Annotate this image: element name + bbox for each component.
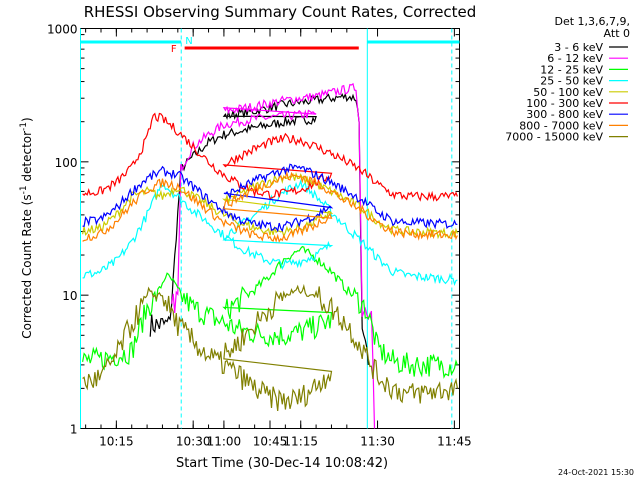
svg-text:Corrected Count Rate (s-1 dete: Corrected Count Rate (s-1 detector-1): [19, 117, 34, 338]
axis-ticks: 10:15 10:30 10:45 11:00 11:15 11:30 11:45 1 10 10…: [47, 23, 472, 449]
series-line-1: [171, 82, 376, 429]
flare-flag-label: F: [171, 44, 177, 55]
legend-label-2: 12 - 25 keV: [540, 63, 603, 76]
x-tick-label: 10:15: [99, 435, 134, 449]
y-axis-label: Corrected Count Rate (s-1 detector-1): [19, 117, 34, 338]
y-label-sup2: -1: [19, 122, 29, 131]
legend-header-2: Att 0: [604, 27, 630, 40]
y-label-end: ): [20, 117, 34, 122]
series-lines: [82, 82, 458, 429]
y-tick-label: 1000: [47, 23, 78, 37]
y-label-sup1: -1: [19, 185, 29, 194]
series-line-4: [82, 171, 458, 240]
legend-label-1: 6 - 12 keV: [547, 52, 603, 65]
x-tick-label: 10:30: [176, 435, 211, 449]
legend-label-6: 300 - 800 keV: [526, 108, 603, 121]
legend-label-0: 3 - 6 keV: [554, 41, 603, 54]
legend-label-3: 25 - 50 keV: [540, 75, 603, 88]
x-tick-label: 11:30: [360, 435, 395, 449]
x-tick-label: 11:45: [437, 435, 472, 449]
series-line-6: [82, 163, 458, 233]
legend-label-5: 100 - 300 keV: [526, 97, 603, 110]
series-line-8: [82, 283, 458, 411]
legend-header-1: Det 1,3,6,7,9,: [554, 15, 630, 28]
legend-label-7: 800 - 7000 keV: [519, 119, 603, 132]
footer-date: 24-Oct-2021 15:30: [558, 468, 634, 477]
night-flag-label: N: [185, 36, 192, 47]
x-tick-label: 11:15: [283, 435, 318, 449]
series-line-7: [82, 170, 458, 243]
x-axis-label: Start Time (30-Dec-14 10:08:42): [176, 456, 388, 471]
y-label-main: Corrected Count Rate (s: [20, 194, 34, 338]
x-tick-label: 10:45: [253, 435, 288, 449]
y-tick-label: 1: [70, 423, 78, 437]
series-line-5: [82, 112, 458, 202]
flag-bars: FN: [80, 28, 460, 429]
y-tick-label: 10: [62, 289, 77, 303]
y-tick-label: 100: [55, 156, 78, 170]
x-tick-label: 11:00: [207, 435, 242, 449]
series-line-0: [149, 92, 369, 365]
chart-title: RHESSI Observing Summary Count Rates, Co…: [84, 3, 477, 21]
legend-label-8: 7000 - 15000 keV: [505, 131, 603, 144]
y-label-mid: detector: [20, 131, 34, 186]
legend-label-4: 50 - 100 keV: [533, 86, 603, 99]
series-line-2: [82, 245, 458, 379]
